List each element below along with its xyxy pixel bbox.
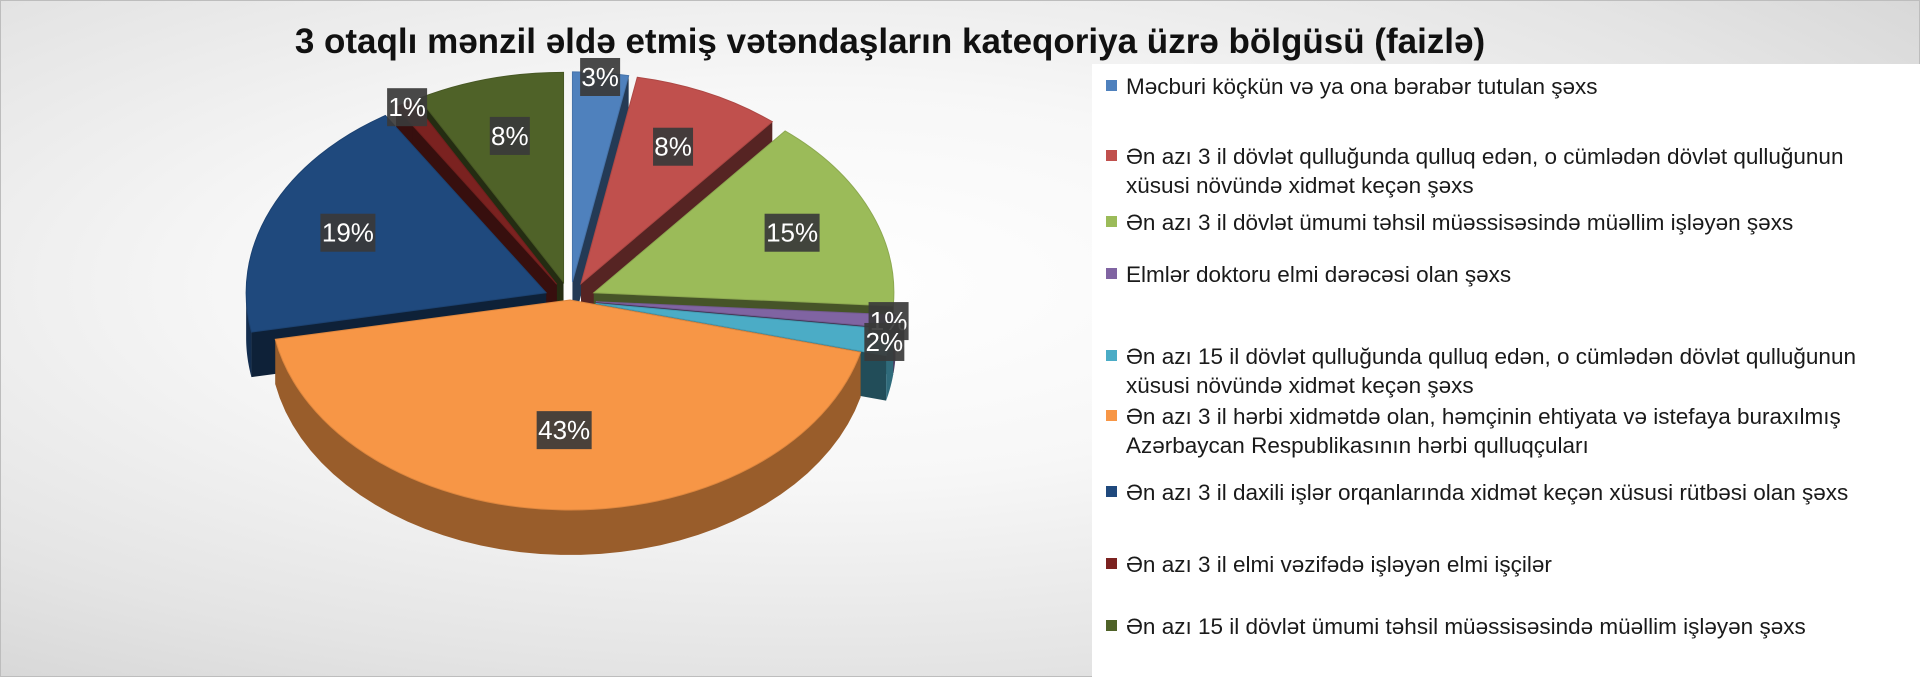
legend-label: Ən azı 3 il dövlət ümumi təhsil müəssisə…: [1126, 210, 1794, 235]
data-label: 8%: [491, 121, 529, 151]
data-label: 19%: [322, 218, 374, 248]
chart-title: 3 otaqlı mənzil əldə etmiş vətəndaşların…: [294, 22, 1486, 61]
pie-slice-2: [580, 76, 774, 285]
legend-swatch: [1106, 350, 1117, 361]
data-label-box: [320, 213, 376, 252]
legend-label: Ən azı 15 il dövlət ümumi təhsil müəssis…: [1126, 614, 1806, 639]
legend-swatch: [1106, 268, 1117, 279]
legend-label: Elmlər doktoru elmi dərəcəsi olan şəxs: [1126, 262, 1512, 287]
legend-swatch: [1106, 558, 1117, 569]
data-label-box: [653, 127, 694, 166]
pie-slice-side: [275, 339, 861, 555]
data-label-box: [764, 213, 820, 252]
data-label-box: [489, 116, 530, 155]
legend-swatch: [1106, 620, 1117, 631]
data-label: 8%: [654, 132, 692, 162]
legend-label: Məcburi köçkün və ya ona bərabər tutulan…: [1126, 74, 1598, 99]
data-label-box: [387, 88, 428, 127]
legend-label: Ən azı 3 il daxili işlər orqanlarında xi…: [1126, 480, 1849, 505]
data-label: 15%: [766, 218, 818, 248]
legend-swatch: [1106, 410, 1117, 421]
legend-label: Ən azı 3 il hərbi xidmətdə olan, həmçini…: [1126, 404, 1841, 458]
chart-legend: Məcburi köçkün və ya ona bərabər tutulan…: [1092, 64, 1920, 677]
legend-label: Ən azı 3 il elmi vəzifədə işləyən elmi i…: [1126, 552, 1552, 577]
data-label: 2%: [866, 327, 904, 357]
legend-swatch: [1106, 486, 1117, 497]
pie-chart: 3%8%15%1%2%43%19%1%8%: [245, 57, 909, 555]
pie-slice-6: [274, 299, 862, 511]
data-label: 1%: [388, 92, 426, 122]
pie-slice-3: [592, 130, 895, 307]
legend-swatch: [1106, 80, 1117, 91]
data-label-box: [864, 322, 905, 361]
legend-swatch: [1106, 216, 1117, 227]
data-label-box: [536, 411, 592, 450]
data-label: 3%: [581, 62, 619, 92]
legend-label: Ən azı 3 il dövlət qulluğunda qulluq edə…: [1126, 144, 1844, 198]
pie-slice-7: [245, 114, 548, 333]
legend-swatch: [1106, 150, 1117, 161]
data-label: 43%: [538, 415, 590, 445]
data-label-box: [580, 57, 621, 96]
legend-label: Ən azı 15 il dövlət qulluğunda qulluq ed…: [1126, 344, 1856, 398]
